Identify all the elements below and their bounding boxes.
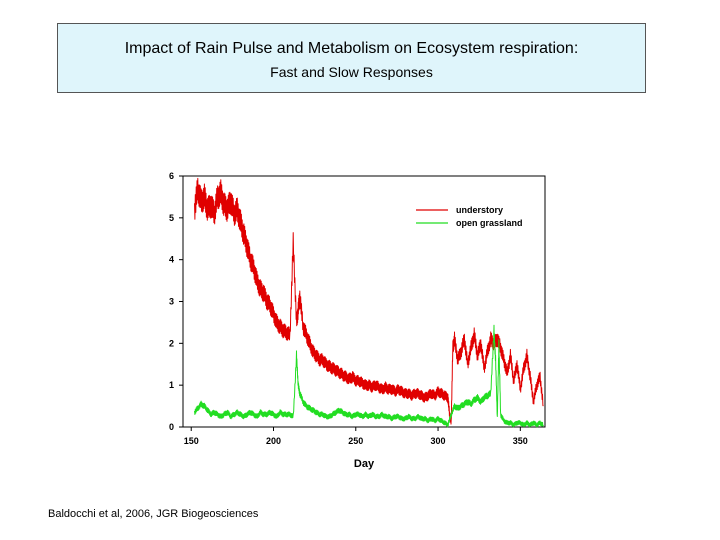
series-line-understory <box>194 177 544 425</box>
title-box: Impact of Rain Pulse and Metabolism on E… <box>57 23 646 93</box>
x-tick-label: 350 <box>513 436 528 446</box>
x-tick-label: 250 <box>348 436 363 446</box>
series-line-open-grassland <box>194 324 544 428</box>
legend-label: open grassland <box>456 218 523 228</box>
x-tick-label: 150 <box>184 436 199 446</box>
legend: understory open grassland <box>416 205 523 228</box>
slide-subtitle: Fast and Slow Responses <box>270 64 433 80</box>
y-tick-label: 4 <box>169 255 174 265</box>
y-tick-label: 6 <box>169 171 174 181</box>
slide-title: Impact of Rain Pulse and Metabolism on E… <box>124 40 579 57</box>
y-tick-label: 3 <box>169 297 174 307</box>
x-axis-label: Day <box>354 458 375 470</box>
y-tick-label: 5 <box>169 213 174 223</box>
axes: 150 200 250 300 350 0 1 2 3 4 5 6 <box>169 171 528 446</box>
x-tick-label: 300 <box>431 436 446 446</box>
respiration-chart: 150 200 250 300 350 0 1 2 3 4 5 6 understory open gr… <box>169 171 546 470</box>
series-lines <box>194 177 544 428</box>
legend-label: understory <box>456 205 503 215</box>
y-tick-label: 1 <box>169 380 174 390</box>
y-tick-label: 0 <box>169 422 174 432</box>
citation: Baldocchi et al, 2006, JGR Biogeoscience… <box>48 508 259 520</box>
y-tick-label: 2 <box>169 338 174 348</box>
x-tick-label: 200 <box>266 436 281 446</box>
